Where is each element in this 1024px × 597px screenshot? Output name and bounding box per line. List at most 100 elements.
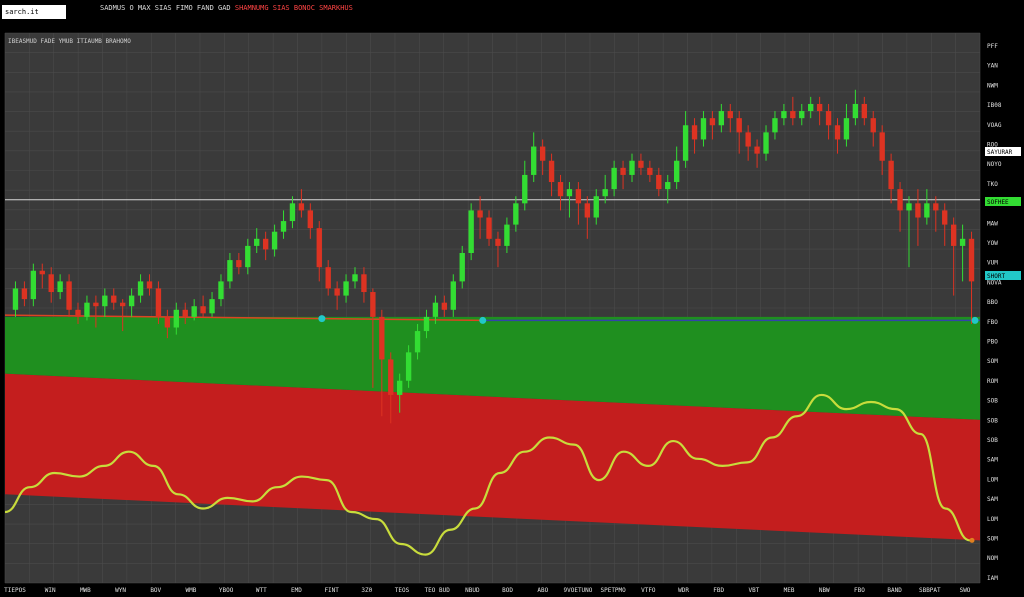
- candle: [137, 274, 144, 303]
- y-tick-label: SOM: [987, 536, 998, 543]
- y-tick-label: NOM: [987, 555, 998, 562]
- candle: [665, 174, 671, 204]
- candle-body: [84, 302, 90, 317]
- y-tick-label: NWM: [987, 82, 998, 89]
- candle-body: [593, 196, 599, 218]
- y-tick-label: ROM: [987, 378, 998, 385]
- candle-body: [959, 238, 966, 246]
- candle-body: [39, 270, 45, 275]
- y-tick-label: SOB: [987, 417, 998, 424]
- candle-body: [423, 316, 430, 332]
- candle: [84, 295, 90, 321]
- candle: [781, 103, 787, 126]
- candle-body: [888, 160, 894, 190]
- y-tick-label: NOYO: [987, 161, 1002, 168]
- candle: [682, 111, 689, 168]
- x-tick-label: TEO BUD: [425, 587, 451, 594]
- candle-body: [897, 189, 903, 211]
- candle-body: [173, 309, 179, 328]
- y-tick-label: SAM: [987, 496, 998, 503]
- y-tick-label: SOM: [987, 358, 998, 365]
- y-tick-label: VOAG: [987, 122, 1002, 129]
- candle: [164, 309, 171, 339]
- candle: [745, 125, 751, 161]
- marker-dot: [479, 316, 487, 324]
- candle-body: [200, 306, 206, 314]
- candle: [736, 111, 742, 154]
- symbol-badge[interactable]: sarch.it: [2, 5, 66, 19]
- y-tick-label: SOB: [987, 398, 998, 405]
- candle: [584, 196, 590, 239]
- candle: [441, 295, 448, 317]
- x-tick-label: NBW: [819, 587, 830, 594]
- candle-body: [245, 245, 251, 268]
- candle: [843, 103, 850, 147]
- candle-body: [834, 125, 841, 140]
- price-tag-green: [985, 197, 1021, 206]
- candle: [816, 96, 823, 126]
- candle: [450, 274, 456, 317]
- candle-body: [441, 302, 448, 310]
- candle-body: [316, 228, 322, 268]
- candlesticks: [12, 89, 975, 424]
- candle-body: [718, 111, 725, 126]
- price-tag-green-label: SOFHEE: [987, 199, 1009, 206]
- candle: [888, 153, 894, 204]
- candle: [691, 118, 698, 154]
- candle-body: [968, 238, 975, 282]
- candle-body: [531, 146, 537, 175]
- x-tick-label: YBOO: [219, 587, 234, 594]
- candle-body: [504, 224, 510, 246]
- candle: [539, 139, 546, 175]
- candle: [924, 189, 930, 225]
- candle-body: [942, 210, 948, 225]
- candle: [647, 160, 653, 183]
- price-tag-upper: [985, 147, 1021, 156]
- y-tick-label: PFF: [987, 43, 998, 50]
- candle: [173, 302, 179, 335]
- x-tick-label: TIEPOS: [4, 587, 26, 594]
- candle: [754, 139, 760, 168]
- x-tick-label: ABO: [537, 587, 548, 594]
- candle: [182, 302, 188, 324]
- candle: [906, 196, 912, 268]
- candle: [352, 267, 358, 289]
- candle: [397, 373, 403, 413]
- candle: [808, 96, 814, 119]
- candle-body: [379, 316, 385, 360]
- candle: [200, 295, 206, 317]
- candle-body: [262, 238, 269, 250]
- candle: [852, 89, 859, 126]
- candle-body: [155, 288, 162, 317]
- candle: [602, 174, 608, 204]
- y-axis: PFFYANNWMIB08VOAGROONOYOTKOPHOSMAWYOWVUM…: [987, 43, 1002, 582]
- candle: [93, 295, 99, 328]
- x-axis: TIEPOS WIN MWB WYN BOV WMB YBOO WTT EMD FINT 3Z0 TE…: [4, 587, 971, 594]
- candle: [575, 182, 582, 225]
- candle: [870, 111, 876, 147]
- candle: [638, 153, 644, 175]
- candle: [361, 267, 367, 303]
- x-tick-label: FBD: [713, 587, 724, 594]
- candle-body: [665, 182, 671, 190]
- candle: [146, 274, 153, 296]
- candle-body: [602, 189, 608, 197]
- y-tick-label: LOM: [987, 476, 998, 483]
- candle-body: [513, 203, 519, 225]
- candle: [879, 125, 885, 175]
- candle-body: [325, 267, 331, 289]
- candle: [531, 132, 537, 183]
- candle-body: [852, 103, 859, 119]
- y-tick-label: VUM: [987, 260, 998, 267]
- candle-body: [933, 203, 939, 211]
- candle: [548, 153, 555, 197]
- y-tick-label: ROO: [987, 142, 998, 149]
- x-tick-label: FINT: [324, 587, 339, 594]
- x-tick-label: VBT: [748, 587, 759, 594]
- y-tick-label: TKO: [987, 181, 998, 188]
- candle: [316, 221, 322, 282]
- candle: [790, 96, 796, 126]
- candle: [673, 146, 680, 190]
- candle-body: [21, 288, 28, 300]
